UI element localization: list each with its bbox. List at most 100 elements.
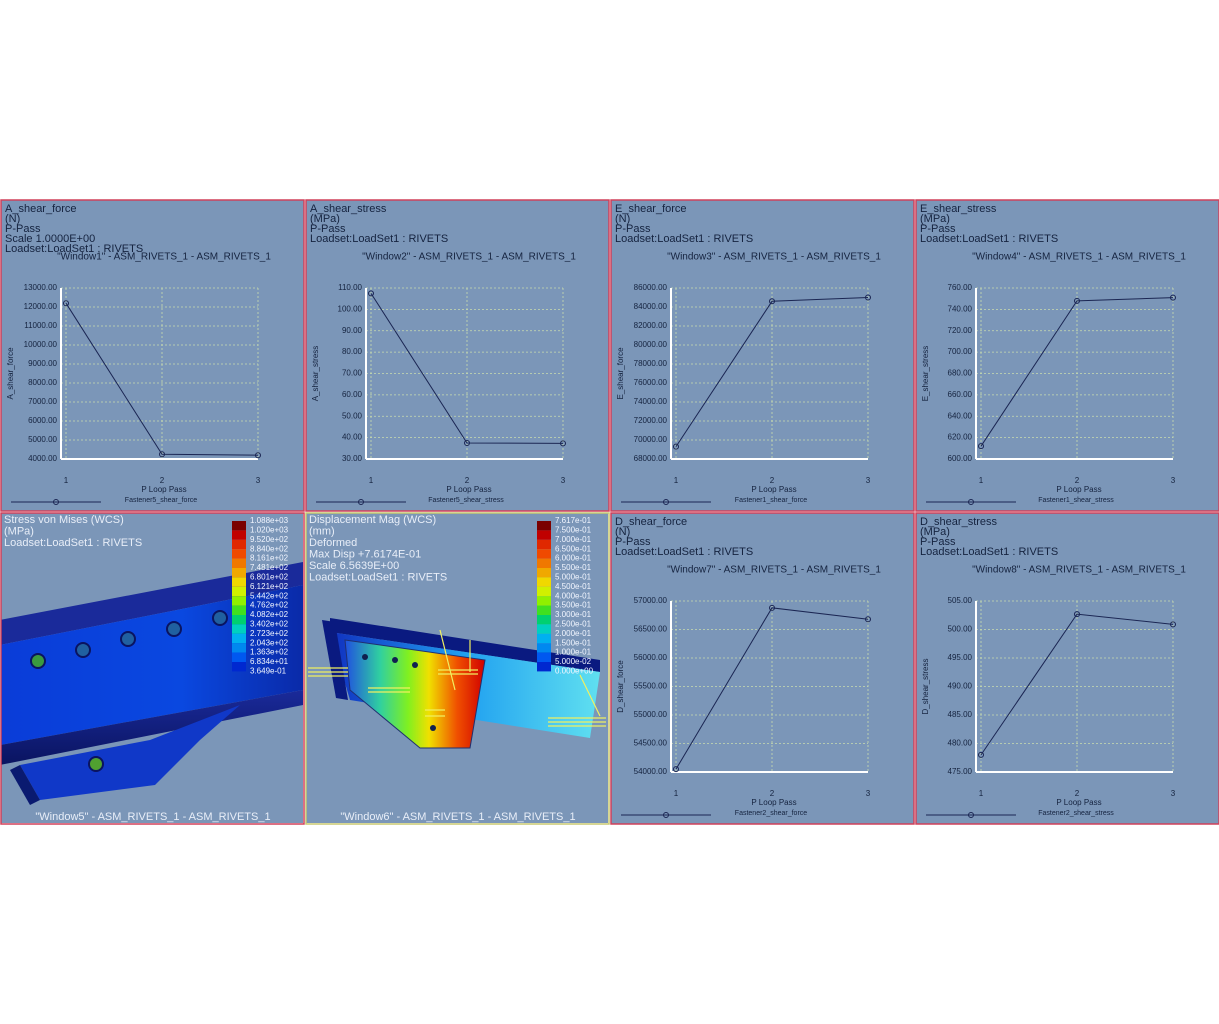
x-tick-label: 1 bbox=[979, 789, 984, 798]
legend-label: 5.442e+02 bbox=[250, 591, 289, 600]
color-swatch bbox=[232, 633, 246, 644]
x-tick-label: 3 bbox=[1171, 789, 1176, 798]
x-tick-label: 2 bbox=[465, 476, 470, 485]
color-swatch bbox=[232, 549, 246, 559]
color-swatch bbox=[537, 549, 551, 559]
legend-marker bbox=[358, 499, 364, 505]
y-tick-label: 60.00 bbox=[342, 390, 363, 399]
y-tick-label: 54000.00 bbox=[634, 767, 668, 776]
header-line: Displacement Mag (WCS) bbox=[309, 514, 436, 526]
y-tick-label: 13000.00 bbox=[24, 283, 58, 292]
color-swatch bbox=[232, 662, 246, 672]
color-swatch bbox=[537, 568, 551, 578]
legend-label: 3.402e+02 bbox=[250, 620, 289, 629]
color-swatch bbox=[232, 586, 246, 597]
y-tick-label: 760.00 bbox=[948, 283, 973, 292]
y-tick-label: 495.00 bbox=[948, 653, 973, 662]
color-swatch bbox=[537, 530, 551, 540]
header-line: Loadset:LoadSet1 : RIVETS bbox=[615, 233, 753, 245]
legend-label: 2.723e+02 bbox=[250, 629, 289, 638]
legend-marker bbox=[53, 499, 59, 505]
y-tick-label: 54500.00 bbox=[634, 739, 668, 748]
legend-label: 8.840e+02 bbox=[250, 544, 289, 553]
header-line: D_shear_stress bbox=[920, 516, 998, 528]
legend-label: Fastener5_shear_stress bbox=[428, 497, 504, 504]
color-swatch bbox=[537, 521, 551, 531]
legend-label: 4.082e+02 bbox=[250, 610, 289, 619]
y-tick-label: 74000.00 bbox=[634, 397, 668, 406]
y-tick-label: 76000.00 bbox=[634, 378, 668, 387]
data-point bbox=[1074, 611, 1080, 618]
x-axis-label: P Loop Pass bbox=[1056, 798, 1101, 807]
legend-marker bbox=[968, 812, 974, 818]
header-line: (N) bbox=[615, 526, 630, 538]
data-point bbox=[673, 766, 679, 773]
legend-label: 1.000e-01 bbox=[555, 648, 592, 657]
header-line: (MPa) bbox=[920, 213, 950, 225]
window-border bbox=[305, 512, 610, 825]
data-point bbox=[865, 294, 871, 301]
y-tick-label: 740.00 bbox=[948, 304, 973, 313]
color-swatch bbox=[537, 586, 551, 597]
y-tick-label: 700.00 bbox=[948, 347, 973, 356]
data-point bbox=[159, 451, 165, 458]
header-line: E_shear_force bbox=[615, 203, 687, 215]
window-background bbox=[915, 512, 1219, 825]
y-tick-label: 86000.00 bbox=[634, 283, 668, 292]
window-title: "Window4" - ASM_RIVETS_1 - ASM_RIVETS_1 bbox=[972, 252, 1186, 263]
window-title: "Window6" - ASM_RIVETS_1 - ASM_RIVETS_1 bbox=[340, 811, 575, 823]
x-tick-label: 2 bbox=[770, 789, 775, 798]
color-swatch bbox=[537, 615, 551, 625]
header-line: P-Pass bbox=[615, 536, 651, 548]
x-tick-label: 1 bbox=[674, 476, 679, 485]
color-swatch bbox=[232, 558, 246, 568]
color-swatch bbox=[232, 643, 246, 653]
header-line: P-Pass bbox=[5, 223, 41, 235]
y-tick-label: 80.00 bbox=[342, 347, 363, 356]
legend-label: 5.000e-02 bbox=[555, 657, 592, 666]
legend-label: 7.617e-01 bbox=[555, 516, 592, 525]
data-point bbox=[255, 452, 261, 459]
y-tick-label: 72000.00 bbox=[634, 416, 668, 425]
data-point bbox=[673, 443, 679, 450]
legend-label: 7.500e-01 bbox=[555, 526, 592, 535]
y-tick-label: 4000.00 bbox=[28, 454, 57, 463]
x-tick-label: 1 bbox=[64, 476, 69, 485]
chart-window: D_shear_stress(MPa)P-PassLoadset:LoadSet… bbox=[915, 512, 1219, 825]
legend-label: 2.000e-01 bbox=[555, 629, 592, 638]
legend-label: 1.088e+03 bbox=[250, 516, 289, 525]
data-point bbox=[464, 439, 470, 446]
y-tick-label: 620.00 bbox=[948, 433, 973, 442]
color-swatch bbox=[537, 539, 551, 550]
color-swatch bbox=[537, 662, 551, 672]
legend-label: 6.000e-01 bbox=[555, 554, 592, 563]
header-line: P-Pass bbox=[615, 223, 651, 235]
y-tick-label: 6000.00 bbox=[28, 416, 57, 425]
header-line: (MPa) bbox=[4, 525, 34, 537]
fringe-window: Stress von Mises (WCS)(MPa)Loadset:LoadS… bbox=[0, 512, 305, 825]
x-tick-label: 2 bbox=[1075, 789, 1080, 798]
x-tick-label: 3 bbox=[561, 476, 566, 485]
series-line bbox=[370, 293, 564, 444]
data-point bbox=[63, 300, 69, 307]
color-swatch bbox=[232, 568, 246, 578]
legend-label: 5.500e-01 bbox=[555, 563, 592, 572]
legend-label: 6.121e+02 bbox=[250, 582, 289, 591]
header-line: Loadset:LoadSet1 : RIVETS bbox=[310, 233, 448, 245]
color-swatch bbox=[232, 530, 246, 540]
legend-marker bbox=[663, 812, 669, 818]
y-tick-label: 505.00 bbox=[948, 596, 973, 605]
y-tick-label: 84000.00 bbox=[634, 302, 668, 311]
y-tick-label: 30.00 bbox=[342, 454, 363, 463]
header-line: Loadset:LoadSet1 : RIVETS bbox=[920, 546, 1058, 558]
x-tick-label: 1 bbox=[979, 476, 984, 485]
y-tick-label: 55500.00 bbox=[634, 682, 668, 691]
x-axis-label: P Loop Pass bbox=[751, 485, 796, 494]
chart-window: E_shear_stress(MPa)P-PassLoadset:LoadSet… bbox=[915, 199, 1219, 512]
header-line: (MPa) bbox=[920, 526, 950, 538]
color-swatch bbox=[537, 558, 551, 568]
